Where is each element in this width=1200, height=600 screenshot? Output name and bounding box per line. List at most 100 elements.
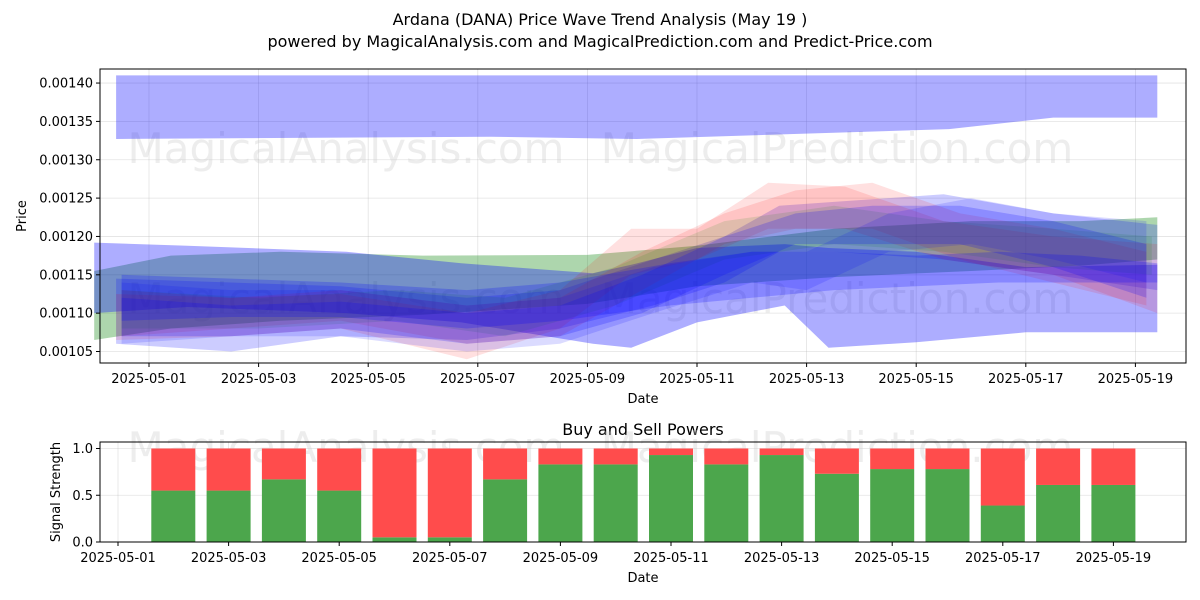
price-y-tick-label: 0.00105 <box>39 345 93 360</box>
watermark-top-left: MagicalAnalysis.com <box>128 124 565 173</box>
main-title-line1: Ardana (DANA) Price Wave Trend Analysis … <box>393 10 808 29</box>
signal-x-tick-label: 2025-05-05 <box>301 551 377 566</box>
sell-bar <box>980 448 1025 506</box>
signal-y-axis-label: Signal Strength <box>49 442 64 542</box>
sell-bar <box>925 448 970 470</box>
price-y-tick-label: 0.00110 <box>39 307 93 322</box>
signal-x-tick-label: 2025-05-19 <box>1076 551 1152 566</box>
price-x-ticks: 2025-05-01 2025-05-03 2025-05-05 2025-05-07… <box>111 363 1173 387</box>
buy-bar <box>206 490 251 542</box>
buy-bar <box>593 464 638 542</box>
signal-x-axis-label: Date <box>627 571 658 586</box>
price-x-tick-label: 2025-05-17 <box>988 372 1064 387</box>
sell-bar <box>206 448 251 491</box>
signal-y-tick-label: 1.0 <box>72 442 93 457</box>
buy-bar <box>427 537 472 542</box>
sell-bar <box>1091 448 1136 485</box>
price-y-tick-label: 0.00115 <box>39 268 93 283</box>
price-band-red-band-1 <box>116 182 1158 360</box>
sell-bar <box>870 448 915 470</box>
signal-bars <box>151 448 1136 542</box>
signal-x-ticks: 2025-05-01 2025-05-03 2025-05-05 2025-05-07… <box>80 542 1151 566</box>
price-band-blue-band-4 <box>121 198 1147 352</box>
price-y-tick-label: 0.00130 <box>39 153 93 168</box>
price-y-tick-label: 0.00135 <box>39 115 93 130</box>
buy-bar <box>814 473 859 542</box>
price-band-blue-band-1 <box>94 242 1158 348</box>
sell-bar <box>317 448 362 491</box>
price-x-tick-label: 2025-05-15 <box>878 372 954 387</box>
buy-bar <box>1091 484 1136 542</box>
buy-bar <box>980 505 1025 542</box>
signal-plot: MagicalAnalysis.com MagicalPrediction.co… <box>72 423 1187 566</box>
price-plot-frame <box>99 68 1187 364</box>
price-y-tick-label: 0.00140 <box>39 77 93 92</box>
sell-bar <box>759 448 804 456</box>
sell-bar <box>1036 448 1081 485</box>
price-y-tick-label: 0.00125 <box>39 192 93 207</box>
price-x-tick-label: 2025-05-01 <box>111 372 187 387</box>
sell-bar <box>814 448 859 474</box>
watermark-mid-right: MagicalPrediction.com <box>601 274 1074 323</box>
signal-x-tick-label: 2025-05-13 <box>744 551 820 566</box>
price-band-upper-band <box>116 75 1158 139</box>
price-y-ticks: 0.00105 0.00110 0.00115 0.00120 0.00125 0.001… <box>39 77 100 360</box>
price-y-axis-label: Price <box>15 200 30 232</box>
signal-plot-frame <box>99 441 1187 543</box>
price-x-axis-label: Date <box>627 392 658 407</box>
sell-bar <box>538 448 583 465</box>
signal-y-ticks: 0.0 0.5 1.0 <box>72 442 100 551</box>
buy-bar <box>151 490 196 542</box>
buy-bar <box>925 469 970 542</box>
price-bands <box>94 75 1158 360</box>
price-band-green-band-2 <box>121 205 1152 337</box>
buy-bar <box>704 464 749 542</box>
price-x-tick-label: 2025-05-07 <box>440 372 516 387</box>
signal-x-tick-label: 2025-05-01 <box>80 551 156 566</box>
price-wave-plot: MagicalAnalysis.com MagicalPrediction.co… <box>39 68 1187 387</box>
price-band-blue-band-5 <box>121 251 1158 329</box>
price-x-tick-label: 2025-05-09 <box>550 372 626 387</box>
signal-x-tick-label: 2025-05-17 <box>965 551 1041 566</box>
sell-bar <box>427 448 472 538</box>
price-x-tick-label: 2025-05-05 <box>330 372 406 387</box>
sell-bar <box>372 448 417 538</box>
buy-bar <box>261 479 306 542</box>
signal-y-tick-label: 0.0 <box>72 536 93 551</box>
sell-bar <box>151 448 196 491</box>
price-x-tick-label: 2025-05-13 <box>769 372 845 387</box>
price-x-tick-label: 2025-05-03 <box>221 372 297 387</box>
price-grid <box>100 69 1186 363</box>
price-band-blue-band-3 <box>121 205 1147 344</box>
signal-title: Buy and Sell Powers <box>562 420 724 439</box>
price-band-green-band <box>94 217 1158 340</box>
watermark-top-right: MagicalPrediction.com <box>601 124 1074 173</box>
price-band-blue-band-2 <box>116 194 1158 352</box>
sell-bar <box>649 448 693 456</box>
signal-x-tick-label: 2025-05-15 <box>854 551 930 566</box>
buy-bar <box>372 537 417 542</box>
price-x-tick-label: 2025-05-19 <box>1098 372 1174 387</box>
sell-bar <box>261 448 306 480</box>
buy-bar <box>483 479 528 542</box>
signal-x-tick-label: 2025-05-07 <box>412 551 488 566</box>
price-y-tick-label: 0.00120 <box>39 230 93 245</box>
buy-bar <box>317 490 362 542</box>
sell-bar <box>704 448 749 465</box>
sell-bar <box>483 448 528 480</box>
signal-x-tick-label: 2025-05-09 <box>523 551 599 566</box>
main-title-line2: powered by MagicalAnalysis.com and Magic… <box>267 32 932 51</box>
signal-x-tick-label: 2025-05-11 <box>633 551 709 566</box>
sell-bar <box>593 448 638 465</box>
buy-bar <box>759 455 804 542</box>
signal-y-tick-label: 0.5 <box>72 489 93 504</box>
buy-bar <box>870 469 915 542</box>
watermark-mid-left: MagicalAnalysis.com <box>128 274 565 323</box>
signal-x-tick-label: 2025-05-03 <box>191 551 267 566</box>
buy-bar <box>649 455 693 542</box>
buy-bar <box>538 464 583 542</box>
price-x-tick-label: 2025-05-11 <box>659 372 735 387</box>
buy-bar <box>1036 484 1081 542</box>
price-band-red-band-2 <box>121 182 1147 344</box>
